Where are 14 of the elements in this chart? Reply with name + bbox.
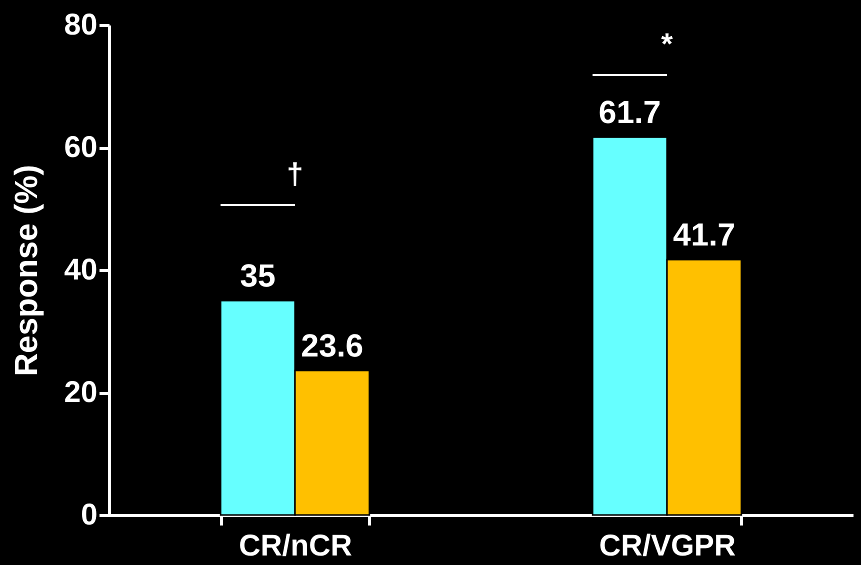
data-label: 23.6 (301, 327, 364, 364)
y-tick-label: 60 (64, 131, 98, 164)
annotation: † (286, 158, 304, 191)
annotation: * (661, 28, 674, 61)
y-tick-label: 40 (64, 254, 98, 286)
y-tick-label: 80 (64, 8, 98, 42)
data-label: 35 (240, 258, 276, 294)
y-tick-label: 0 (80, 498, 98, 532)
y-axis-title: Response (%) (8, 164, 44, 376)
data-label: 61.7 (598, 94, 661, 130)
x-tick-label: CR/nCR (238, 530, 352, 562)
data-label: 41.7 (673, 216, 736, 253)
x-tick-label: CR/VGPR (599, 530, 736, 562)
y-tick-label: 20 (64, 376, 98, 409)
